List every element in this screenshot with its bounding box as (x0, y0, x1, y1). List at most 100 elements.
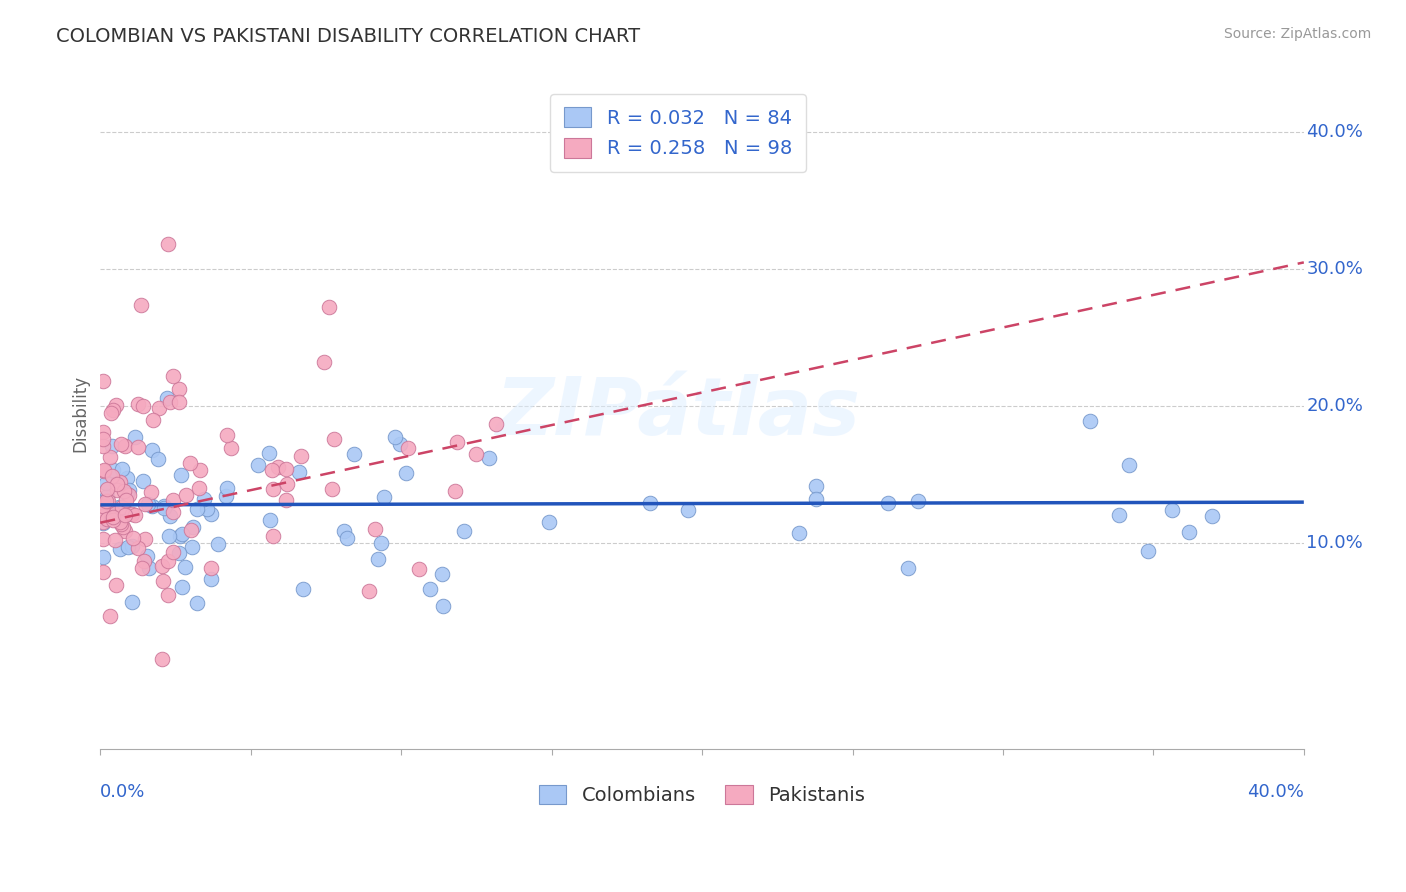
Point (200, 507, 222, 521)
Point (153, 501, 176, 516)
Point (129, 298, 152, 312)
Point (247, 458, 270, 472)
Point (876, 496, 898, 510)
Point (1137, 544, 1160, 558)
Point (105, 483, 128, 498)
Point (93, 516, 115, 530)
Point (97, 494, 120, 508)
Point (322, 432, 344, 446)
Point (187, 481, 209, 495)
Point (200, 561, 222, 575)
Point (101, 506, 124, 520)
Point (111, 505, 134, 519)
Point (121, 539, 143, 553)
Point (121, 507, 143, 521)
Point (156, 554, 179, 568)
Point (114, 524, 136, 538)
Point (806, 479, 828, 493)
Point (132, 474, 155, 488)
Point (115, 486, 138, 500)
Point (276, 493, 298, 508)
Point (453, 524, 475, 538)
Point (207, 536, 229, 550)
Point (93, 565, 115, 579)
Point (96, 512, 118, 526)
Point (132, 554, 155, 568)
Point (101, 468, 124, 483)
Point (538, 515, 561, 529)
Point (132, 399, 155, 413)
Point (124, 508, 146, 523)
Point (217, 481, 239, 495)
Point (127, 397, 149, 411)
Point (260, 463, 283, 477)
Point (148, 401, 170, 416)
Point (200, 573, 222, 587)
Point (157, 237, 180, 252)
Point (93, 374, 115, 388)
Point (117, 540, 139, 554)
Point (262, 482, 284, 496)
Point (1201, 508, 1223, 523)
Point (443, 484, 465, 499)
Point (93, 549, 115, 564)
Point (93, 499, 115, 513)
Point (186, 502, 208, 516)
Point (104, 578, 127, 592)
Point (291, 582, 314, 596)
Text: 40.0%: 40.0% (1306, 123, 1362, 141)
Point (156, 588, 179, 602)
Point (127, 440, 149, 454)
Point (167, 395, 190, 409)
Point (180, 540, 202, 554)
Point (640, 495, 662, 509)
Point (485, 417, 508, 431)
Point (101, 403, 124, 417)
Point (93, 439, 115, 453)
Point (100, 511, 122, 525)
Point (1118, 458, 1140, 473)
Point (179, 456, 201, 470)
Point (676, 503, 699, 517)
Point (114, 439, 136, 453)
Text: COLOMBIAN VS PAKISTANI DISABILITY CORRELATION CHART: COLOMBIAN VS PAKISTANI DISABILITY CORREL… (56, 27, 640, 45)
Text: 40.0%: 40.0% (1247, 783, 1303, 801)
Point (121, 595, 143, 609)
Point (259, 445, 281, 459)
Point (162, 492, 184, 507)
Point (195, 502, 218, 516)
Point (219, 441, 242, 455)
Point (94, 475, 117, 490)
Point (136, 497, 159, 511)
Point (1161, 503, 1184, 517)
Point (162, 369, 184, 384)
Point (117, 471, 139, 485)
Point (465, 447, 488, 461)
Y-axis label: Disability: Disability (72, 375, 89, 451)
Point (110, 500, 132, 514)
Point (336, 531, 359, 545)
Point (134, 532, 156, 546)
Point (321, 482, 343, 496)
Point (131, 561, 153, 575)
Point (186, 596, 208, 610)
Point (146, 452, 169, 467)
Point (408, 562, 430, 576)
Point (389, 437, 412, 451)
Point (806, 491, 828, 506)
Point (110, 542, 132, 557)
Point (96, 482, 118, 496)
Text: 0.0%: 0.0% (100, 783, 146, 801)
Point (93, 509, 115, 524)
Point (1108, 508, 1130, 522)
Point (104, 533, 127, 548)
Point (114, 508, 136, 522)
Point (111, 462, 134, 476)
Point (478, 450, 501, 465)
Point (94, 493, 117, 508)
Point (159, 508, 181, 523)
Point (122, 532, 145, 546)
Point (142, 413, 165, 427)
Point (150, 652, 173, 666)
Point (215, 489, 238, 503)
